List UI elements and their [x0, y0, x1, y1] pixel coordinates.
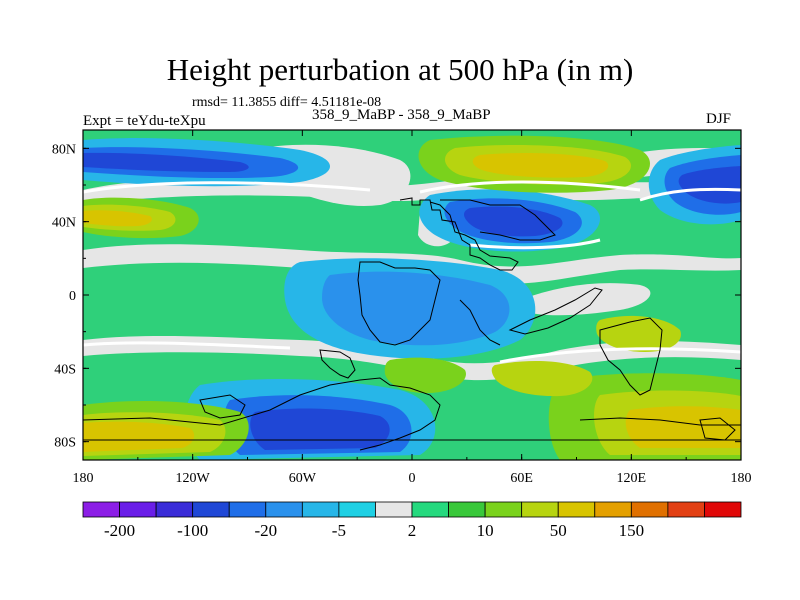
high-region-outer [384, 357, 466, 394]
lon-tick-label: 180 [73, 471, 94, 486]
colorbar-swatch [484, 501, 523, 518]
colorbar-swatch [557, 501, 596, 518]
antarctic-coast [579, 417, 741, 426]
colorbar-label: 50 [550, 521, 567, 540]
colorbar-swatch [667, 501, 705, 518]
page-title: Height perturbation at 500 hPa (in m) [166, 52, 634, 87]
lon-tick-label: 180 [731, 471, 752, 486]
lat-tick-label: 40N [52, 216, 76, 231]
coastline [508, 287, 603, 335]
contour-field [83, 130, 741, 460]
case-label: 358_9_MaBP - 358_9_MaBP [312, 107, 491, 123]
high-region-mid [491, 360, 593, 397]
colorbar-label: -200 [104, 521, 135, 540]
lon-tick-label: 0 [409, 471, 416, 486]
low-region-core [250, 408, 390, 450]
colorbar-swatch [228, 501, 267, 518]
colorbar-swatch [594, 501, 632, 518]
colorbar-swatch [265, 501, 303, 518]
lat-tick-label: 80S [54, 436, 76, 451]
neutral-region [520, 283, 651, 316]
colorbar: -200 -100 -20 -5 2 10 50 150 [82, 501, 742, 540]
coastline [399, 197, 519, 271]
colorbar-label: 10 [477, 521, 494, 540]
colorbar-swatch [301, 501, 340, 518]
lon-tick-label: 60W [289, 471, 317, 486]
colorbar-swatch [82, 501, 120, 518]
colorbar-swatch [338, 501, 376, 518]
high-region-core [83, 210, 152, 227]
colorbar-swatch [119, 501, 157, 518]
axis-ticks [82, 130, 742, 460]
lat-tick-label: 80N [52, 142, 76, 157]
antarctic-coast [83, 377, 441, 451]
lon-tick-label: 120W [176, 471, 211, 486]
lat-tick-label: 0 [69, 289, 76, 304]
lat-tick-label: 40S [54, 362, 76, 377]
coastline [357, 261, 441, 346]
zero-contour [469, 238, 601, 250]
axis-tick-labels: 180 120W 60W 0 60E 120E 180 80N 40N 0 40S 80S [52, 142, 752, 486]
colorbar-swatch [375, 501, 413, 518]
coastline [459, 299, 501, 346]
high-region-core [625, 406, 741, 448]
colorbar-label: -20 [254, 521, 277, 540]
zero-contour [419, 180, 641, 194]
low-region-core [83, 152, 249, 172]
low-region-core [464, 206, 563, 237]
high-region-core [83, 421, 195, 452]
colorbar-label: 2 [408, 521, 417, 540]
low-region-core [678, 166, 741, 204]
lon-tick-label: 60E [510, 471, 533, 486]
zero-contour [639, 187, 741, 202]
colorbar-swatch [448, 501, 486, 518]
colorbar-label: 150 [619, 521, 645, 540]
colorbar-swatch [630, 501, 669, 518]
coastline [319, 349, 356, 379]
zero-contour [83, 341, 291, 350]
colorbar-label: -5 [332, 521, 346, 540]
colorbar-swatch [411, 501, 449, 518]
colorbar-swatch [155, 501, 194, 518]
colorbar-label: -100 [177, 521, 208, 540]
season-label: DJF [706, 111, 732, 127]
lon-tick-label: 120E [617, 471, 647, 486]
coastline [199, 394, 246, 419]
colorbar-swatch [704, 501, 742, 518]
stats-label: rmsd= 11.3855 diff= 4.51181e-08 [192, 95, 382, 110]
coastlines [83, 197, 741, 451]
experiment-label: Expt = teYdu-teXpu [83, 113, 206, 129]
colorbar-swatch [521, 501, 559, 518]
coastline [440, 199, 556, 241]
coastline [599, 317, 663, 396]
zero-contour [83, 181, 371, 194]
zero-contour [499, 347, 741, 364]
high-region-core [472, 153, 609, 178]
colorbar-swatch [192, 501, 230, 518]
coastline [699, 417, 736, 441]
